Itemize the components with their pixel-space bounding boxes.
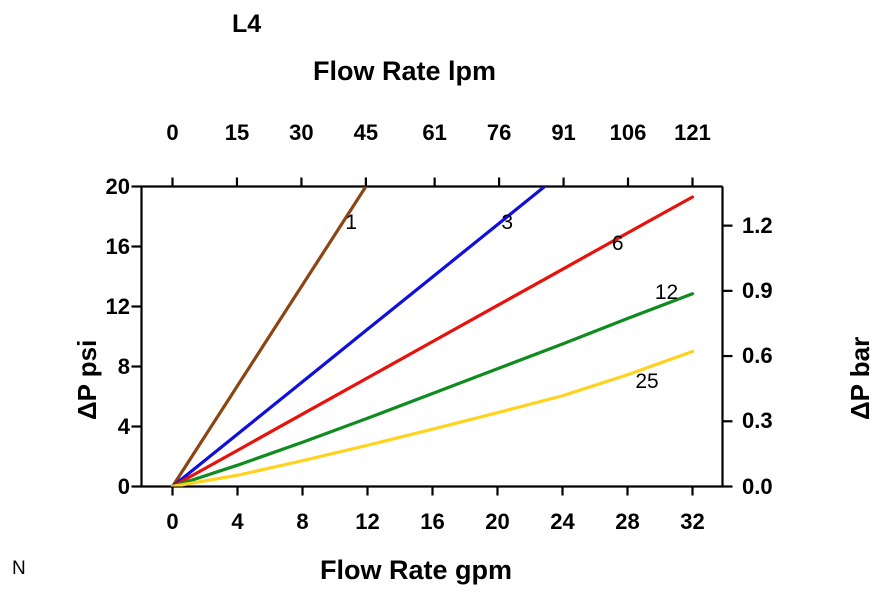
y-tick-label-right: 0.6 bbox=[742, 343, 773, 369]
y-tick-label-right: 0.0 bbox=[742, 473, 773, 499]
curve-label-12: 12 bbox=[654, 281, 679, 304]
y-tick-label-left: 8 bbox=[117, 353, 130, 379]
x-tick-label-top: 15 bbox=[224, 120, 250, 145]
y-tick-label-left: 4 bbox=[117, 413, 130, 439]
y-tick-label-left: 16 bbox=[105, 233, 130, 259]
curve-label-6: 6 bbox=[611, 231, 624, 255]
x-tick-label-top: 45 bbox=[353, 120, 379, 145]
curve-label-25: 25 bbox=[635, 369, 659, 393]
chart-model-title: L4 bbox=[232, 10, 262, 38]
x-tick-label-top: 0 bbox=[166, 120, 179, 145]
curve-25 bbox=[170, 349, 695, 487]
y-tick-label-right: 1.2 bbox=[742, 212, 773, 238]
curve-6 bbox=[170, 195, 695, 487]
curve-1 bbox=[170, 186, 368, 487]
x-tick-label-bottom: 24 bbox=[550, 508, 575, 534]
top-axis-title: Flow Rate lpm bbox=[313, 56, 497, 86]
curve-3 bbox=[170, 186, 547, 487]
x-tick-label-top: 76 bbox=[486, 120, 512, 145]
x-tick-label-bottom: 32 bbox=[680, 508, 705, 534]
curve-12 bbox=[170, 292, 695, 487]
y-tick-label-right: 0.3 bbox=[742, 408, 773, 434]
curves-group bbox=[170, 186, 695, 487]
x-tick-label-top: 30 bbox=[289, 120, 314, 145]
x-tick-label-bottom: 8 bbox=[296, 508, 309, 534]
x-tick-label-bottom: 0 bbox=[166, 508, 179, 534]
x-tick-label-bottom: 28 bbox=[615, 508, 640, 534]
y-tick-label-left: 12 bbox=[105, 293, 130, 319]
bottom-axis-title: Flow Rate gpm bbox=[320, 555, 513, 585]
x-tick-label-bottom: 4 bbox=[231, 508, 244, 534]
corner-note: N bbox=[12, 558, 26, 579]
y-tick-label-left: 0 bbox=[117, 473, 130, 499]
curve-label-1: 1 bbox=[345, 210, 358, 234]
curve-label-3: 3 bbox=[501, 210, 514, 234]
x-tick-label-bottom: 12 bbox=[355, 508, 380, 534]
x-tick-label-top: 121 bbox=[674, 120, 711, 145]
x-tick-label-bottom: 16 bbox=[420, 508, 445, 534]
ticks-group bbox=[131, 177, 733, 496]
x-tick-label-top: 61 bbox=[422, 120, 447, 145]
y-tick-label-left: 20 bbox=[105, 173, 130, 199]
x-tick-label-bottom: 20 bbox=[485, 508, 510, 534]
x-tick-label-top: 106 bbox=[609, 120, 647, 145]
y-tick-label-right: 0.9 bbox=[742, 277, 773, 303]
x-tick-label-top: 91 bbox=[551, 120, 576, 145]
